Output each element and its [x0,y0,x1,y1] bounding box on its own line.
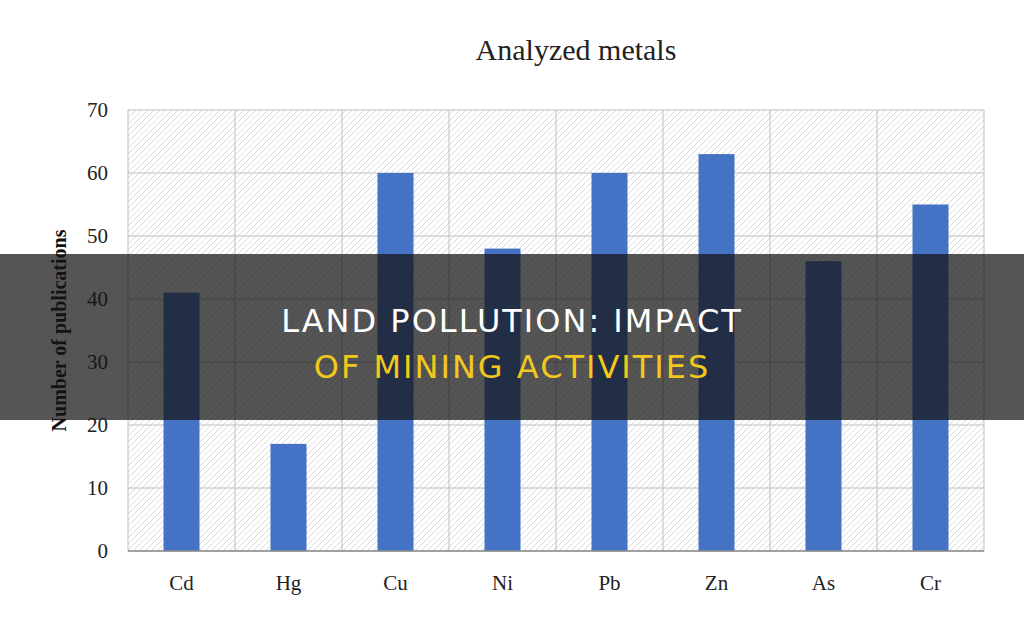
chart-root: Analyzed metalsNumber of publications010… [0,0,1024,622]
banner: LAND POLLUTION: IMPACT OF MINING ACTIVITI… [0,254,1024,420]
banner-text: OF MINING ACTIVITIES [314,348,711,386]
y-tick-label: 10 [87,476,108,500]
y-tick-label: 70 [87,98,108,122]
x-tick-label: Cr [920,571,941,595]
chart-title: Analyzed metals [476,33,677,66]
banner-band [0,254,1024,420]
x-tick-label: As [812,571,835,595]
grid-line [128,551,984,552]
bar [271,444,307,551]
x-tick-label: Zn [705,571,729,595]
x-tick-label: Cu [383,571,408,595]
x-tick-label: Ni [492,571,513,595]
x-axis-line [128,550,984,552]
y-tick-label: 60 [87,161,108,185]
y-tick-label: 50 [87,224,108,248]
banner-text: LAND POLLUTION: IMPACT [281,302,743,340]
x-tick-label: Cd [169,571,194,595]
x-tick-label: Pb [598,571,620,595]
chart-svg: Analyzed metalsNumber of publications010… [0,0,1024,622]
y-tick-label: 0 [98,539,109,563]
x-tick-label: Hg [276,571,302,595]
